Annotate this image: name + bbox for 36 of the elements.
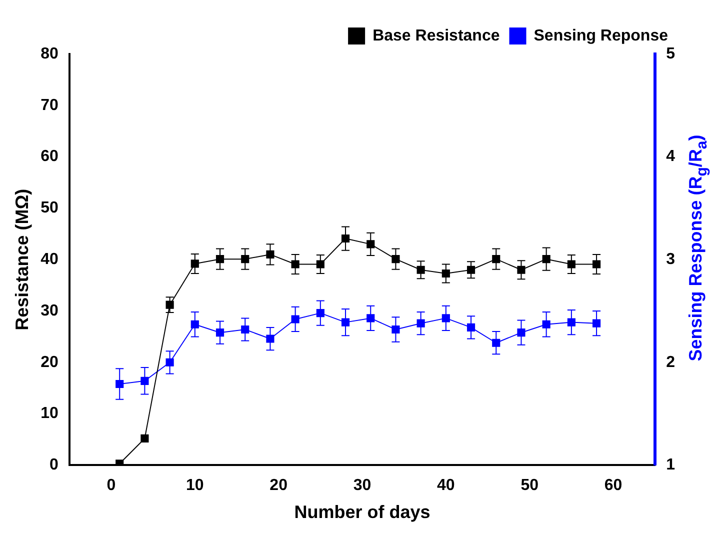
y-tick-label: 80 [40, 45, 58, 62]
y2-tick-label: 2 [666, 354, 676, 371]
point [592, 260, 601, 268]
point [567, 260, 576, 268]
legend-label: Sensing Reponse [534, 27, 668, 44]
point [140, 434, 149, 443]
point [266, 334, 274, 343]
x-tick-label: 0 [106, 477, 116, 494]
y-tick-label: 70 [40, 96, 58, 114]
y2-tick-label: 4 [666, 148, 676, 166]
y-tick-label: 50 [40, 200, 58, 217]
y-tick-label: 30 [40, 302, 58, 320]
point [517, 266, 526, 274]
x-tick-label: 10 [186, 477, 204, 494]
y-tick-label: 20 [40, 354, 58, 371]
x-tick-label: 60 [604, 477, 622, 494]
point [316, 260, 324, 268]
x-tick-label: 30 [353, 477, 372, 494]
y-tick-label: 40 [40, 251, 58, 268]
y2-tick-label: 1 [666, 456, 676, 474]
y-tick-label: 60 [40, 148, 58, 166]
point [291, 315, 300, 324]
y2-tick-label: 5 [666, 45, 676, 62]
y-tick-label: 10 [40, 405, 58, 422]
legend-label: Base Resistance [372, 27, 500, 44]
y-tick-label: 0 [49, 456, 58, 474]
point [392, 255, 400, 264]
x-axis-title: Number of days [294, 502, 430, 522]
y2-tick-label: 3 [666, 251, 676, 268]
y-axis-title: Resistance (MΩ) [12, 188, 32, 330]
x-tick-label: 50 [520, 477, 539, 494]
point [517, 328, 526, 337]
x-tick-label: 20 [270, 477, 288, 494]
point [291, 260, 300, 268]
point [392, 325, 400, 334]
x-tick-label: 40 [437, 477, 455, 494]
